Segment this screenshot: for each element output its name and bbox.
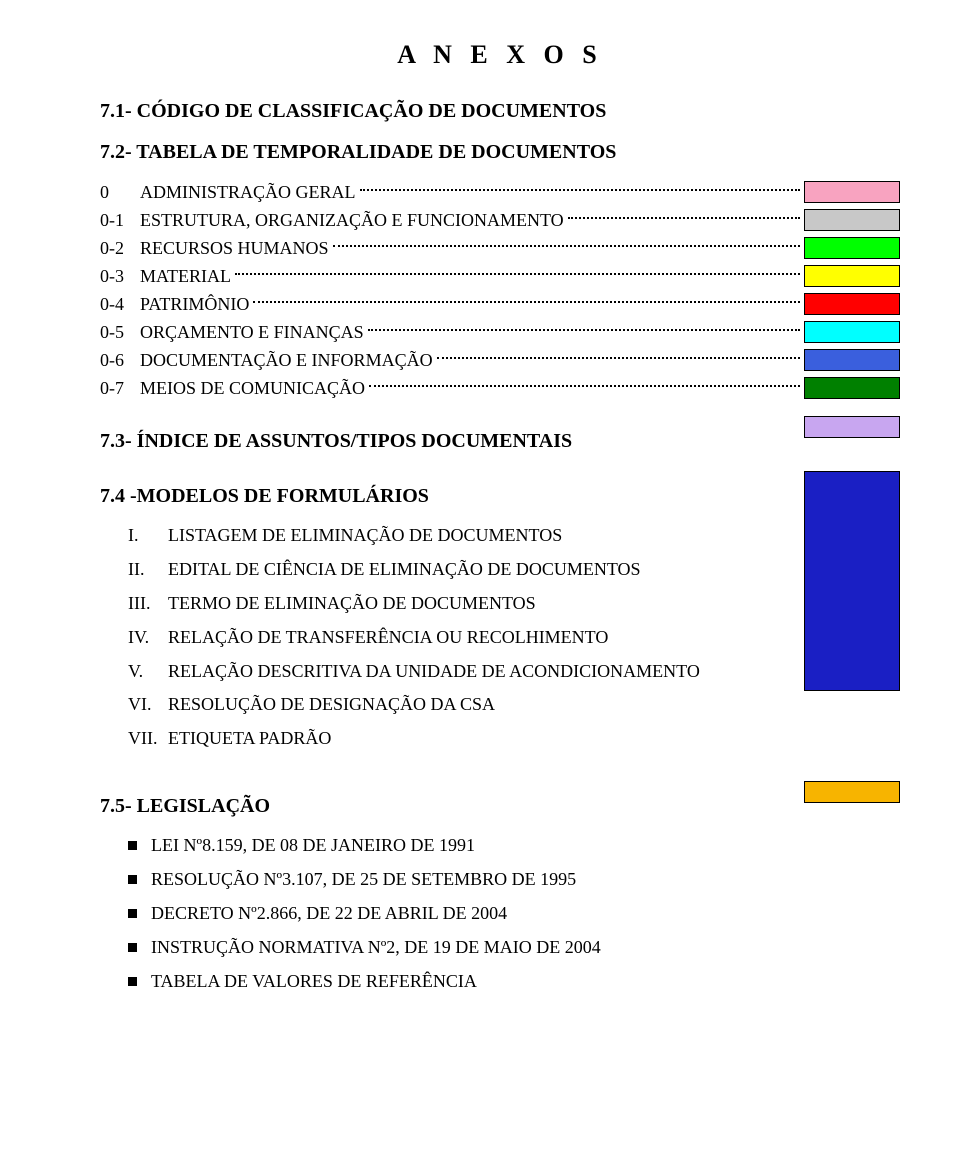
section-7-4-item: VII.ETIQUETA PADRÃO: [128, 725, 774, 753]
item-text: TERMO DE ELIMINAÇÃO DE DOCUMENTOS: [168, 590, 774, 618]
item-text: INSTRUÇÃO NORMATIVA Nº2, DE 19 DE MAIO D…: [151, 934, 774, 962]
section-7-3-heading: 7.3- ÍNDICE DE ASSUNTOS/TIPOS DOCUMENTAI…: [100, 430, 774, 453]
item-label: ORÇAMENTO E FINANÇAS: [140, 322, 364, 343]
section-7-4-item: V.RELAÇÃO DESCRITIVA DA UNIDADE DE ACOND…: [128, 658, 774, 686]
item-text: LEI Nº8.159, DE 08 DE JANEIRO DE 1991: [151, 832, 774, 860]
section-7-4-heading: 7.4 -MODELOS DE FORMULÁRIOS: [100, 485, 774, 508]
dotted-leader: [369, 385, 800, 387]
item-text: DECRETO Nº2.866, DE 22 DE ABRIL DE 2004: [151, 900, 774, 928]
section-7-4-item: I.LISTAGEM DE ELIMINAÇÃO DE DOCUMENTOS: [128, 522, 774, 550]
color-swatch: [804, 237, 900, 259]
section-7-2-item: 0ADMINISTRAÇÃO GERAL: [100, 178, 900, 206]
roman-numeral: III.: [128, 590, 168, 618]
item-number: 0: [100, 182, 140, 203]
section-7-4-list: I.LISTAGEM DE ELIMINAÇÃO DE DOCUMENTOSII…: [128, 522, 774, 753]
section-7-2-list: 0ADMINISTRAÇÃO GERAL0-1ESTRUTURA, ORGANI…: [100, 178, 900, 402]
section-7-2-item: 0-2RECURSOS HUMANOS: [100, 234, 900, 262]
color-swatch: [804, 181, 900, 203]
bullet-square-icon: [128, 943, 137, 952]
section-7-5-heading: 7.5- LEGISLAÇÃO: [100, 795, 774, 818]
color-swatch: [804, 377, 900, 399]
item-number: 0-7: [100, 378, 140, 399]
section-7-2-heading: 7.2- TABELA DE TEMPORALIDADE DE DOCUMENT…: [100, 141, 900, 164]
section-7-5-row: 7.5- LEGISLAÇÃO LEI Nº8.159, DE 08 DE JA…: [100, 777, 900, 1001]
color-swatch: [804, 265, 900, 287]
roman-numeral: VI.: [128, 691, 168, 719]
item-text: EDITAL DE CIÊNCIA DE ELIMINAÇÃO DE DOCUM…: [168, 556, 774, 584]
section-7-4-item: IV.RELAÇÃO DE TRANSFERÊNCIA OU RECOLHIME…: [128, 624, 774, 652]
section-7-1-heading: 7.1- CÓDIGO DE CLASSIFICAÇÃO DE DOCUMENT…: [100, 100, 900, 123]
color-swatch: [804, 209, 900, 231]
item-label: MATERIAL: [140, 266, 231, 287]
section-7-5-swatch: [804, 781, 900, 803]
roman-numeral: VII.: [128, 725, 168, 753]
dotted-leader: [235, 273, 800, 275]
item-number: 0-5: [100, 322, 140, 343]
section-7-5-item: DECRETO Nº2.866, DE 22 DE ABRIL DE 2004: [128, 900, 774, 928]
item-number: 0-6: [100, 350, 140, 371]
item-text: ETIQUETA PADRÃO: [168, 725, 774, 753]
section-7-3-row: 7.3- ÍNDICE DE ASSUNTOS/TIPOS DOCUMENTAI…: [100, 412, 900, 467]
item-text: RESOLUÇÃO DE DESIGNAÇÃO DA CSA: [168, 691, 774, 719]
item-text: RESOLUÇÃO Nº3.107, DE 25 DE SETEMBRO DE …: [151, 866, 774, 894]
item-text: LISTAGEM DE ELIMINAÇÃO DE DOCUMENTOS: [168, 522, 774, 550]
section-7-2-item: 0-3MATERIAL: [100, 262, 900, 290]
section-7-2-item: 0-4PATRIMÔNIO: [100, 290, 900, 318]
bullet-square-icon: [128, 909, 137, 918]
bullet-square-icon: [128, 841, 137, 850]
section-7-5-list: LEI Nº8.159, DE 08 DE JANEIRO DE 1991 RES…: [128, 832, 774, 995]
color-swatch: [804, 321, 900, 343]
item-label: DOCUMENTAÇÃO E INFORMAÇÃO: [140, 350, 433, 371]
item-label: RECURSOS HUMANOS: [140, 238, 329, 259]
roman-numeral: IV.: [128, 624, 168, 652]
section-7-4-item: II.EDITAL DE CIÊNCIA DE ELIMINAÇÃO DE DO…: [128, 556, 774, 584]
bullet-square-icon: [128, 977, 137, 986]
item-label: ADMINISTRAÇÃO GERAL: [140, 182, 356, 203]
document-page: A N E X O S 7.1- CÓDIGO DE CLASSIFICAÇÃO…: [0, 0, 960, 1174]
dotted-leader: [360, 189, 801, 191]
dotted-leader: [568, 217, 800, 219]
section-7-5-item: RESOLUÇÃO Nº3.107, DE 25 DE SETEMBRO DE …: [128, 866, 774, 894]
item-label: PATRIMÔNIO: [140, 294, 249, 315]
section-7-4-swatch: [804, 471, 900, 691]
section-7-2-item: 0-5ORÇAMENTO E FINANÇAS: [100, 318, 900, 346]
dotted-leader: [368, 329, 800, 331]
roman-numeral: II.: [128, 556, 168, 584]
dotted-leader: [437, 357, 800, 359]
color-swatch: [804, 293, 900, 315]
page-title: A N E X O S: [100, 40, 900, 70]
dotted-leader: [333, 245, 800, 247]
section-7-5-item: LEI Nº8.159, DE 08 DE JANEIRO DE 1991: [128, 832, 774, 860]
section-7-2-item: 0-1ESTRUTURA, ORGANIZAÇÃO E FUNCIONAMENT…: [100, 206, 900, 234]
item-label: MEIOS DE COMUNICAÇÃO: [140, 378, 365, 399]
item-number: 0-3: [100, 266, 140, 287]
item-number: 0-4: [100, 294, 140, 315]
item-text: TABELA DE VALORES DE REFERÊNCIA: [151, 968, 774, 996]
section-7-5-item: INSTRUÇÃO NORMATIVA Nº2, DE 19 DE MAIO D…: [128, 934, 774, 962]
dotted-leader: [253, 301, 800, 303]
section-7-5-item: TABELA DE VALORES DE REFERÊNCIA: [128, 968, 774, 996]
item-text: RELAÇÃO DE TRANSFERÊNCIA OU RECOLHIMENTO: [168, 624, 774, 652]
item-text: RELAÇÃO DESCRITIVA DA UNIDADE DE ACONDIC…: [168, 658, 774, 686]
section-7-4-item: III.TERMO DE ELIMINAÇÃO DE DOCUMENTOS: [128, 590, 774, 618]
section-7-2-item: 0-7MEIOS DE COMUNICAÇÃO: [100, 374, 900, 402]
roman-numeral: V.: [128, 658, 168, 686]
roman-numeral: I.: [128, 522, 168, 550]
item-number: 0-1: [100, 210, 140, 231]
bullet-square-icon: [128, 875, 137, 884]
item-label: ESTRUTURA, ORGANIZAÇÃO E FUNCIONAMENTO: [140, 210, 564, 231]
section-7-4-row: 7.4 -MODELOS DE FORMULÁRIOS I.LISTAGEM D…: [100, 467, 900, 759]
section-7-4-item: VI.RESOLUÇÃO DE DESIGNAÇÃO DA CSA: [128, 691, 774, 719]
item-number: 0-2: [100, 238, 140, 259]
section-7-2-item: 0-6DOCUMENTAÇÃO E INFORMAÇÃO: [100, 346, 900, 374]
section-7-3-swatch: [804, 416, 900, 438]
color-swatch: [804, 349, 900, 371]
